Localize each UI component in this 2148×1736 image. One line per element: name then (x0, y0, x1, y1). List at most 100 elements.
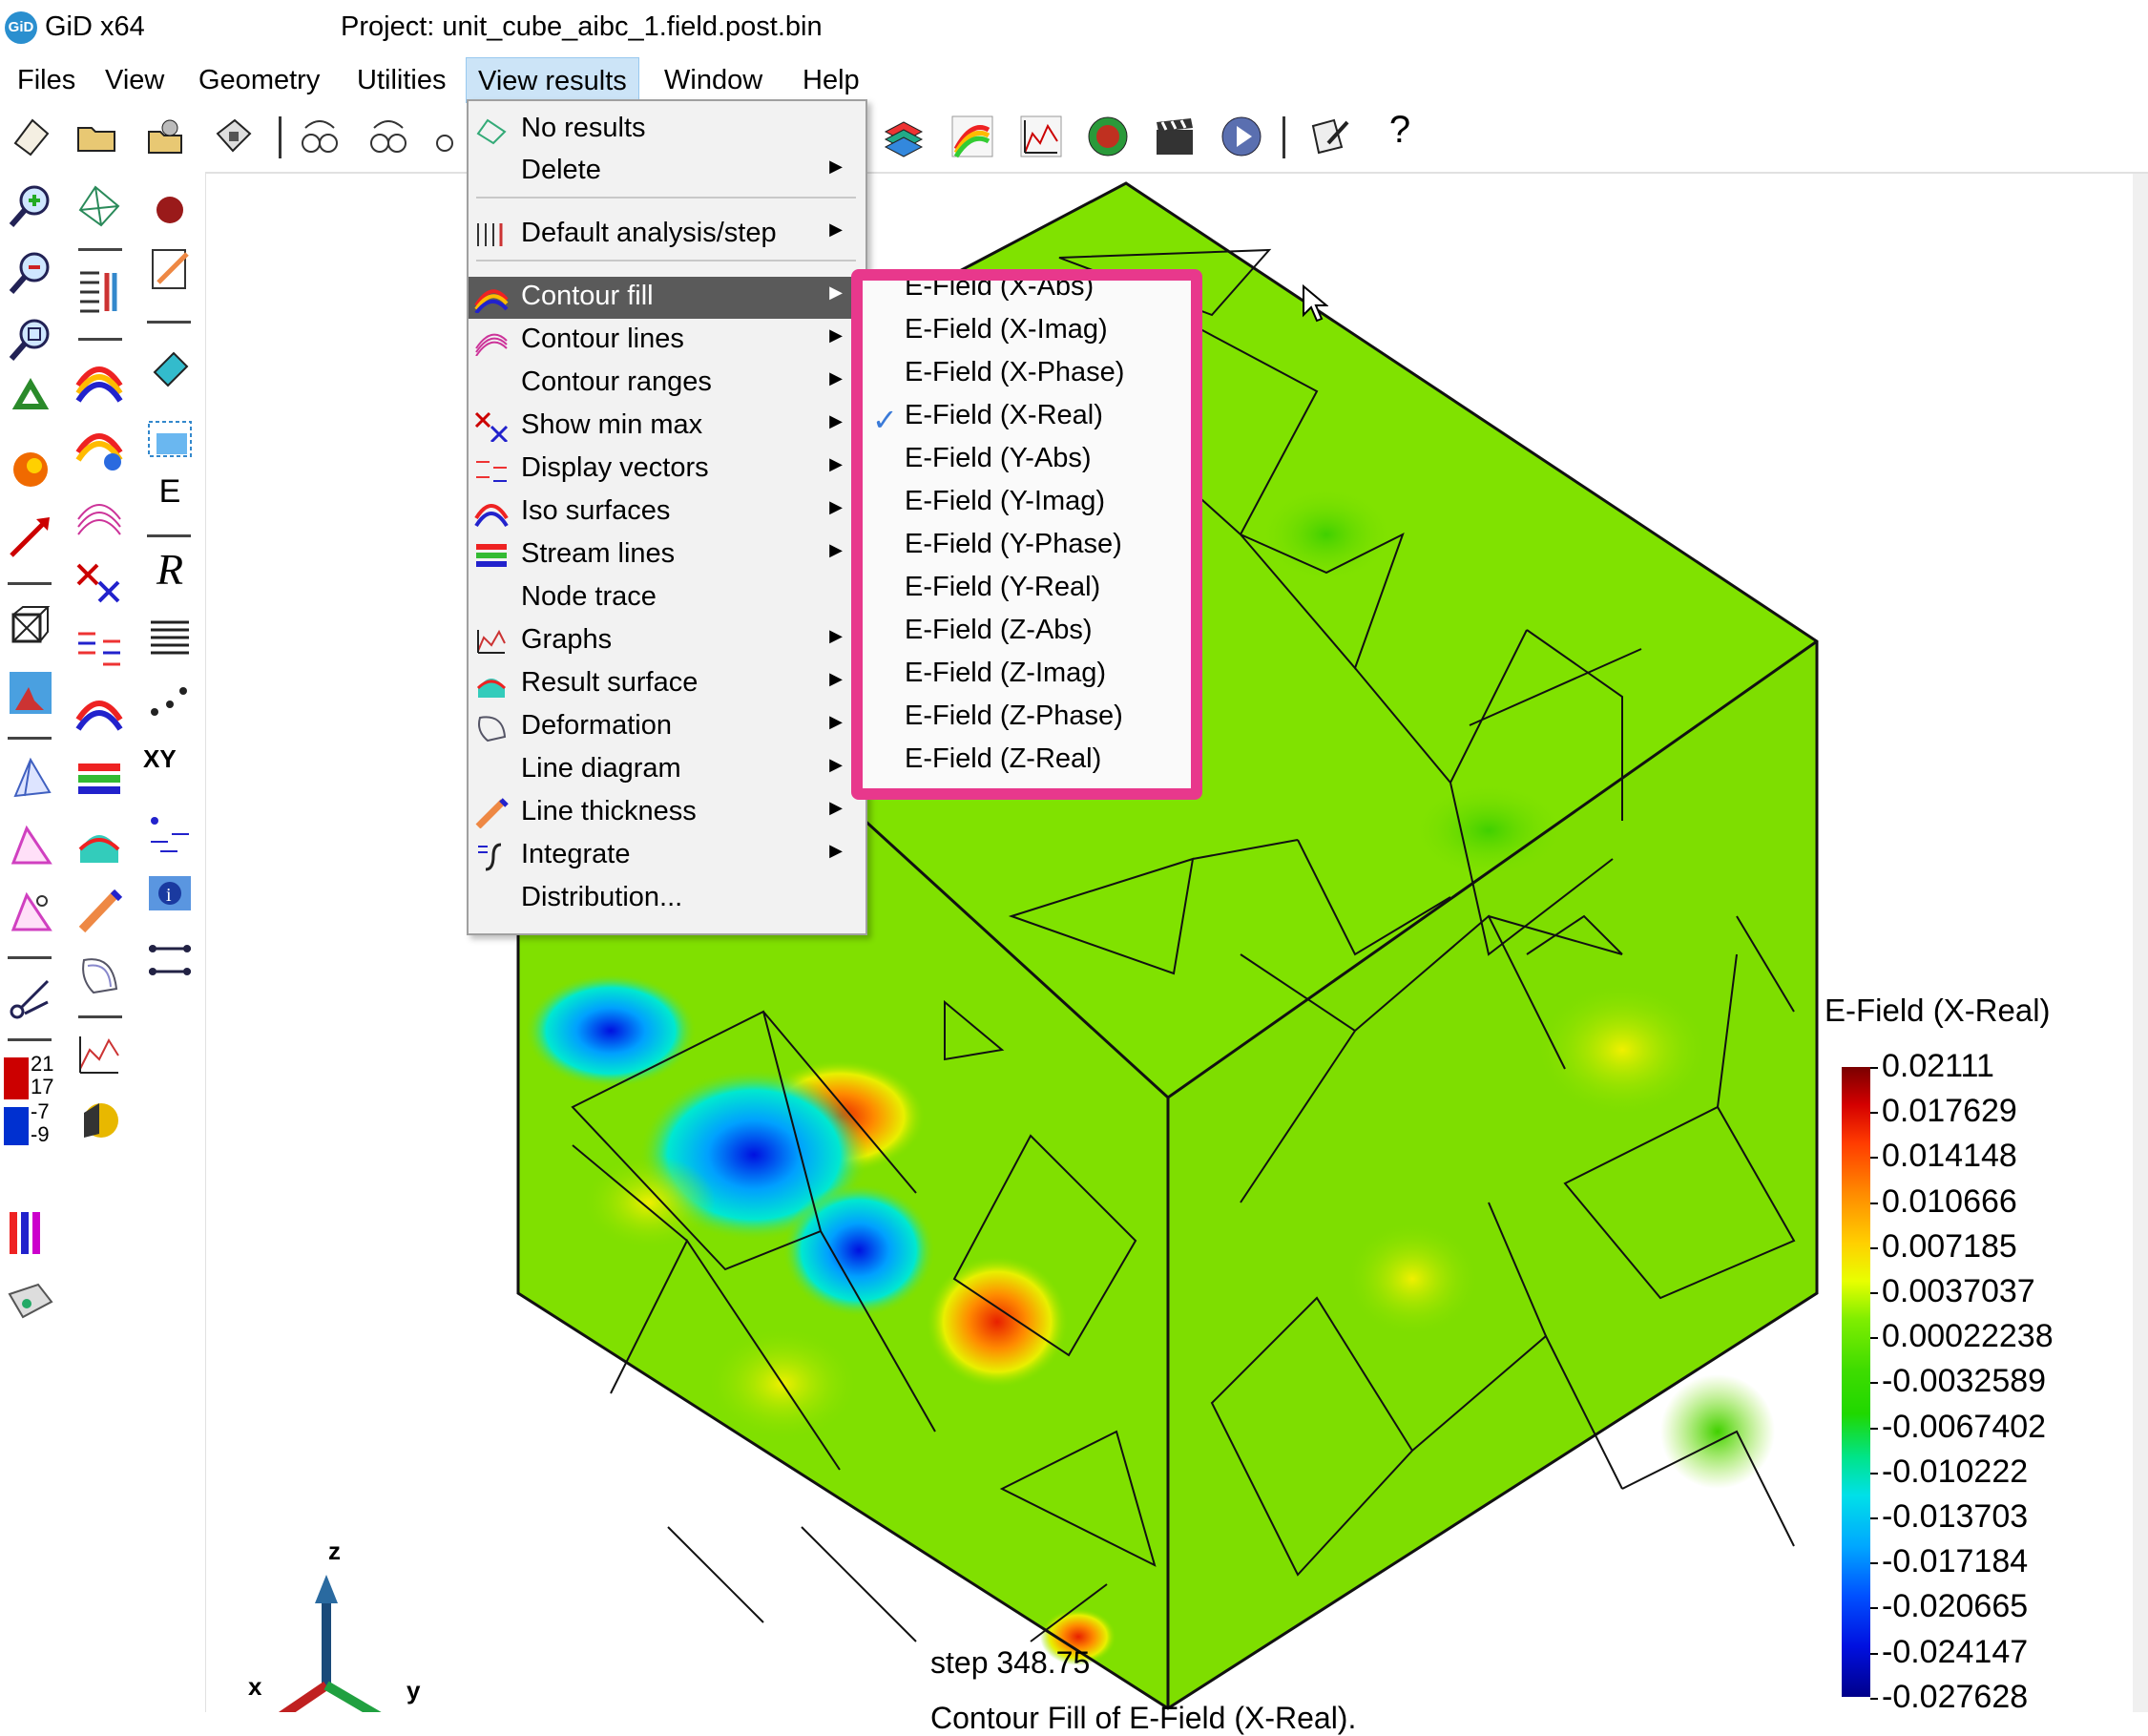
menu-item-iso-surfaces[interactable]: Iso surfaces ▶ (469, 492, 864, 533)
zoom-out-icon[interactable] (6, 248, 55, 298)
submenu-item-x-real[interactable]: ✓ E-Field (X-Real) (863, 398, 1191, 441)
view-glasses-icon[interactable] (431, 115, 475, 158)
result-surface-left-icon[interactable] (74, 821, 124, 870)
info-icon[interactable]: i (145, 868, 195, 918)
submenu-item-y-imag[interactable]: E-Field (Y-Imag) (863, 484, 1191, 527)
checkmark-icon: ✓ (872, 403, 898, 437)
menu-view[interactable]: View (105, 65, 165, 95)
play-icon[interactable] (1220, 115, 1263, 158)
animation-clapper-icon[interactable] (1153, 115, 1197, 158)
menu-geometry[interactable]: Geometry (198, 65, 321, 95)
eraser-icon[interactable] (145, 344, 195, 393)
color-scale-icon[interactable] (6, 1208, 55, 1258)
menu-item-contour-lines[interactable]: Contour lines ▶ (469, 320, 864, 362)
distance-measure-icon[interactable] (145, 935, 195, 985)
show-min-max-left-icon[interactable] (74, 557, 124, 607)
submenu-item-x-imag[interactable]: E-Field (X-Imag) (863, 312, 1191, 355)
list-lines-icon[interactable] (145, 615, 195, 664)
menu-item-line-diagram[interactable]: Line diagram ▶ (469, 749, 864, 791)
menu-view-results[interactable]: View results (466, 57, 639, 103)
vector-points-icon[interactable] (145, 809, 195, 859)
submenu-item-x-abs[interactable]: E-Field (X-Abs) (863, 281, 1191, 312)
arrow-tool-icon[interactable] (6, 512, 55, 561)
line-thickness-left-icon[interactable] (74, 886, 124, 935)
contour-fill-left-icon[interactable] (74, 357, 124, 407)
menu-item-default-analysis[interactable]: Default analysis/step ▶ (469, 214, 864, 256)
submenu-item-y-real[interactable]: E-Field (Y-Real) (863, 570, 1191, 613)
menu-separator (476, 197, 856, 199)
submenu-item-z-phase[interactable]: E-Field (Z-Phase) (863, 699, 1191, 742)
mesh-cut-icon[interactable] (6, 888, 55, 937)
mesh-geometry-icon[interactable] (74, 181, 124, 231)
display-vectors-left-icon[interactable] (74, 624, 124, 674)
menu-item-graphs[interactable]: Graphs ▶ (469, 620, 864, 662)
submenu-item-z-real[interactable]: E-Field (Z-Real) (863, 742, 1191, 784)
submenu-item-y-phase[interactable]: E-Field (Y-Phase) (863, 527, 1191, 570)
view-rotate-2-icon[interactable] (366, 115, 410, 158)
deformation-left-icon[interactable] (74, 951, 124, 1000)
open-recent-icon[interactable] (143, 115, 187, 158)
label-r-icon[interactable]: R (156, 545, 184, 594)
mesh-tetra-icon[interactable] (6, 754, 55, 804)
point-coords-icon[interactable] (145, 678, 195, 727)
frame-selection-icon[interactable] (145, 414, 195, 464)
submenu-item-label: E-Field (Z-Imag) (905, 658, 1107, 688)
render-icon[interactable] (6, 445, 55, 494)
surface-view-icon[interactable] (6, 668, 55, 718)
menu-item-distribution[interactable]: Distribution... (469, 878, 864, 920)
menu-utilities[interactable]: Utilities (357, 65, 447, 95)
graphs-toolbar-icon[interactable] (1019, 115, 1063, 158)
iso-surfaces-left-icon[interactable] (74, 691, 124, 741)
contour-fill-info-icon[interactable] (74, 424, 124, 473)
stream-lines-left-icon[interactable] (74, 756, 124, 805)
menu-item-delete[interactable]: Delete ▶ (469, 151, 864, 193)
mesh-triangle-icon[interactable] (6, 821, 55, 870)
edit-notes-icon[interactable] (145, 244, 195, 294)
menu-files[interactable]: Files (17, 65, 76, 95)
result-surface-toolbar-icon[interactable] (1086, 115, 1130, 158)
step-label: step 348.75 (930, 1645, 1091, 1680)
menu-item-contour-ranges[interactable]: Contour ranges ▶ (469, 363, 864, 405)
submenu-item-z-imag[interactable]: E-Field (Z-Imag) (863, 656, 1191, 699)
layers-icon[interactable] (882, 115, 926, 158)
menu-item-display-vectors[interactable]: Display vectors ▶ (469, 449, 864, 491)
help-icon[interactable]: ? (1388, 109, 1411, 151)
menu-item-integrate[interactable]: Integrate ▶ (469, 835, 864, 877)
menu-item-stream-lines[interactable]: Stream lines ▶ (469, 534, 864, 576)
zoom-in-icon[interactable] (6, 181, 55, 231)
graphs-left-icon[interactable] (74, 1031, 124, 1080)
menu-item-label: Distribution... (521, 882, 683, 912)
zoom-frame-icon[interactable] (6, 315, 55, 365)
menu-item-line-thickness[interactable]: Line thickness ▶ (469, 792, 864, 834)
open-folder-icon[interactable] (74, 115, 118, 158)
menu-window[interactable]: Window (664, 65, 763, 95)
preferences-icon[interactable] (1309, 115, 1353, 158)
vertical-scrollbar[interactable] (2133, 174, 2148, 1712)
layers-list-icon[interactable] (74, 267, 124, 317)
menu-item-node-trace[interactable]: Node trace (469, 577, 864, 619)
contour-lines-left-icon[interactable] (74, 491, 124, 540)
menu-item-contour-fill[interactable]: Contour fill ▶ (469, 277, 864, 319)
submenu-item-x-phase[interactable]: E-Field (X-Phase) (863, 355, 1191, 398)
contour-fill-toolbar-icon[interactable] (950, 115, 994, 158)
color-ball-icon[interactable] (74, 1096, 124, 1145)
print-icon[interactable] (6, 1279, 55, 1328)
save-icon[interactable] (212, 115, 256, 158)
integrate-icon (478, 843, 502, 871)
submenu-item-z-abs[interactable]: E-Field (Z-Abs) (863, 613, 1191, 656)
wireframe-cube-icon[interactable] (6, 601, 55, 651)
menu-item-result-surface[interactable]: Result surface ▶ (469, 663, 864, 705)
legend-values-icon[interactable]: 21 17 -7 -9 (4, 1052, 61, 1147)
new-file-icon[interactable] (10, 115, 53, 158)
view-rotate-icon[interactable] (298, 115, 342, 158)
menu-help[interactable]: Help (803, 65, 860, 95)
menu-item-show-min-max[interactable]: Show min max ▶ (469, 406, 864, 448)
menu-item-deformation[interactable]: Deformation ▶ (469, 706, 864, 748)
submenu-item-y-abs[interactable]: E-Field (Y-Abs) (863, 441, 1191, 484)
scissors-icon[interactable] (6, 973, 55, 1023)
label-e-icon[interactable]: E (158, 473, 181, 510)
recycle-icon[interactable] (6, 378, 55, 428)
xy-axes-icon[interactable]: XY (143, 744, 177, 773)
menu-item-no-results[interactable]: No results (469, 109, 864, 151)
red-dot-icon[interactable] (145, 185, 195, 235)
